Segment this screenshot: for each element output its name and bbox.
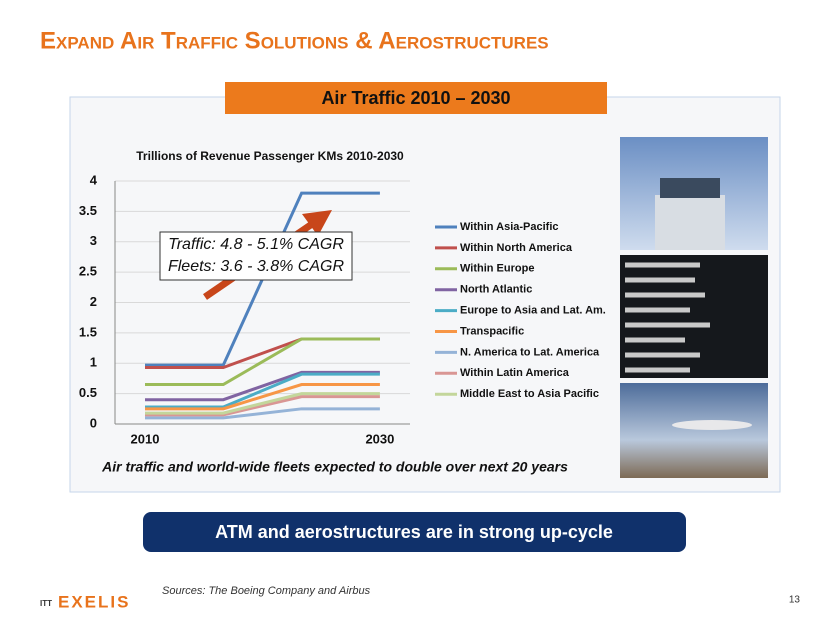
y-tick-label: 3 bbox=[90, 233, 97, 248]
logo-prefix: ITT bbox=[40, 599, 52, 608]
y-tick-label: 1 bbox=[90, 355, 97, 370]
legend-label: Europe to Asia and Lat. Am. bbox=[460, 305, 606, 317]
page-number: 13 bbox=[789, 595, 801, 606]
message: ATM and aerostructures are in strong up-… bbox=[215, 522, 613, 542]
x-tick-label: 2010 bbox=[131, 431, 160, 446]
sources: Sources: The Boeing Company and Airbus bbox=[162, 585, 371, 597]
board-rows bbox=[625, 262, 710, 373]
banner-box bbox=[225, 82, 607, 114]
series-line bbox=[145, 395, 380, 417]
message-box bbox=[143, 512, 686, 552]
y-tick-label: 3.5 bbox=[79, 203, 97, 218]
callout-arrowhead bbox=[302, 210, 332, 236]
legend-label: Within North America bbox=[460, 242, 573, 254]
y-tick-label: 0.5 bbox=[79, 385, 97, 400]
plane bbox=[672, 420, 752, 430]
series-line bbox=[145, 383, 380, 411]
tower-building bbox=[655, 195, 725, 250]
chart: Trillions of Revenue Passenger KMs 2010-… bbox=[79, 149, 606, 446]
photo-board bbox=[620, 255, 768, 378]
y-tick-label: 0 bbox=[90, 415, 97, 430]
series-line bbox=[145, 392, 380, 415]
series-line bbox=[145, 407, 380, 420]
series-line bbox=[145, 372, 380, 409]
callout-text: Fleets: 3.6 - 3.8% CAGR bbox=[168, 258, 345, 275]
legend-label: Transpacific bbox=[460, 325, 524, 337]
logo-name: EXELIS bbox=[58, 592, 130, 611]
series-line bbox=[145, 370, 380, 402]
slide-title: Expand Air Traffic Solutions & Aerostruc… bbox=[40, 27, 549, 54]
legend-label: N. America to Lat. America bbox=[460, 346, 600, 358]
legend-label: Within Latin America bbox=[460, 367, 570, 379]
photo-plane bbox=[620, 383, 768, 478]
chart-title: Trillions of Revenue Passenger KMs 2010-… bbox=[136, 149, 404, 163]
x-tick-label: 2030 bbox=[365, 431, 394, 446]
callout-box bbox=[159, 231, 353, 281]
y-tick-label: 1.5 bbox=[79, 324, 97, 339]
legend-label: Within Asia-Pacific bbox=[460, 221, 559, 233]
banner: Air Traffic 2010 – 2030 bbox=[321, 88, 510, 108]
callout-text: Traffic: 4.8 - 5.1% CAGR bbox=[168, 236, 344, 253]
legend-label: Within Europe bbox=[460, 263, 534, 275]
y-tick-label: 2.5 bbox=[79, 264, 97, 279]
y-tick-label: 2 bbox=[90, 294, 97, 309]
caption: Air traffic and world-wide fleets expect… bbox=[101, 459, 568, 475]
series-line bbox=[145, 337, 380, 387]
legend-label: Middle East to Asia Pacific bbox=[460, 388, 599, 400]
legend-label: North Atlantic bbox=[460, 284, 532, 296]
tower-cab bbox=[660, 178, 720, 198]
y-tick-label: 4 bbox=[90, 172, 98, 187]
